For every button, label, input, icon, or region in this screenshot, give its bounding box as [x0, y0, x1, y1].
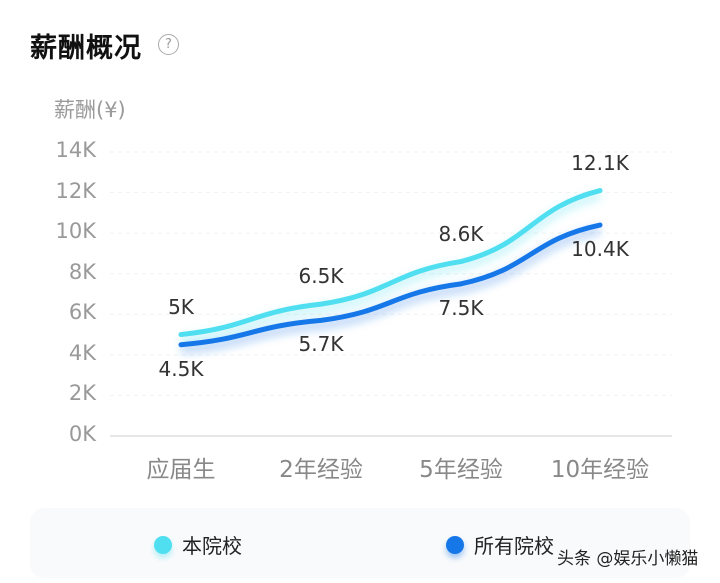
y-tick-label: 14K [55, 138, 97, 162]
help-icon[interactable]: ? [158, 34, 179, 55]
y-tick-label: 10K [55, 219, 97, 244]
data-label: 12.1K [571, 150, 629, 175]
legend-dot-icon [154, 535, 172, 554]
legend: 本院校 所有院校 [30, 508, 690, 578]
data-label: 10.4K [571, 237, 629, 262]
watermark: 头条 @娱乐小懒猫 [557, 549, 699, 569]
y-tick-label: 2K [68, 381, 96, 406]
y-tick-label: 4K [68, 340, 96, 365]
y-tick-label: 8K [68, 259, 96, 284]
legend-item-all-schools[interactable]: 所有院校 [446, 530, 554, 559]
y-tick-label: 6K [68, 300, 96, 325]
x-tick-label: 应届生 [146, 457, 216, 483]
data-label: 7.5K [438, 295, 484, 320]
data-label: 5K [168, 294, 194, 319]
y-tick-label: 12K [55, 178, 97, 203]
legend-label: 本院校 [182, 534, 242, 558]
data-label: 6.5K [298, 264, 344, 289]
y-tick-label: 0K [68, 422, 96, 446]
page-title: 薪酬概况 [30, 33, 142, 64]
series-line-0 [178, 188, 603, 338]
x-tick-label: 5年经验 [419, 457, 503, 483]
legend-label: 所有院校 [474, 534, 554, 558]
y-axis-label: 薪酬(¥) [54, 98, 126, 122]
legend-item-this-school[interactable]: 本院校 [154, 530, 242, 559]
x-tick-label: 10年经验 [550, 457, 650, 483]
data-label: 4.5K [158, 356, 204, 381]
x-tick-label: 2年经验 [279, 457, 363, 483]
legend-dot-icon [446, 535, 464, 554]
data-label: 8.6K [438, 221, 484, 246]
data-label: 5.7K [298, 332, 344, 357]
series-line-1 [178, 222, 603, 348]
